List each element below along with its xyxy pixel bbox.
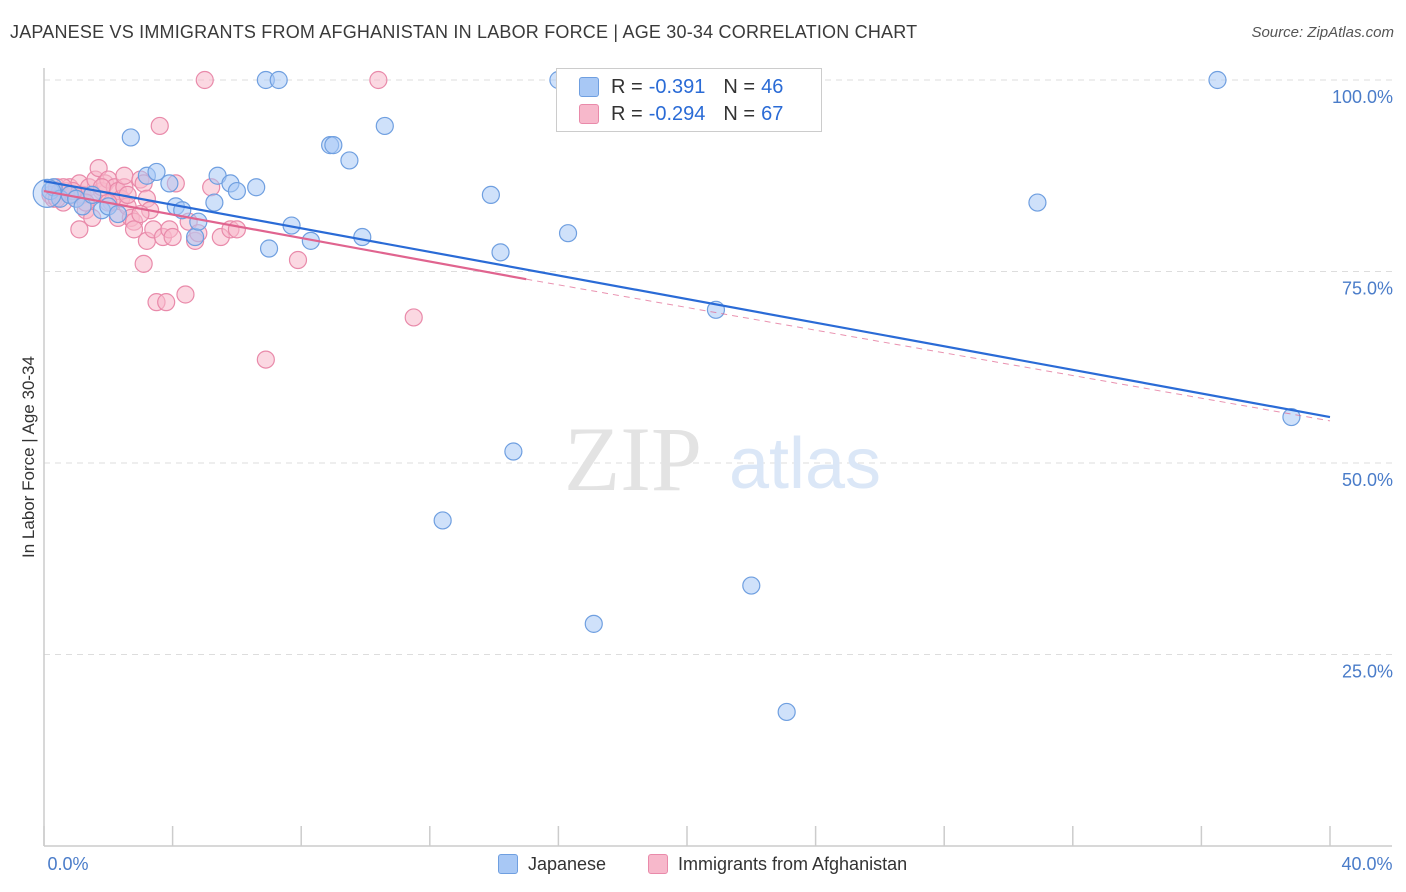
point-afghan — [134, 254, 153, 273]
point-japanese — [375, 116, 394, 136]
legend-item-afghan[interactable]: Immigrants from Afghanistan — [648, 852, 907, 876]
point-japanese — [742, 576, 761, 595]
stats-box: R = -0.391 N = 46 R = -0.294 N = 67 — [556, 68, 822, 132]
point-japanese — [247, 178, 266, 197]
point-japanese — [340, 151, 359, 170]
point-japanese — [186, 227, 205, 247]
stats-n-value: 46 — [761, 75, 784, 98]
point-afghan — [124, 220, 144, 239]
point-japanese — [433, 511, 452, 530]
point-japanese — [353, 227, 372, 247]
point-japanese — [147, 162, 166, 182]
point-japanese — [160, 174, 179, 193]
trend-lines — [43, 180, 1331, 422]
y-tick-label: 75.0% — [1342, 279, 1393, 299]
point-japanese — [227, 181, 246, 201]
point-japanese — [205, 193, 224, 212]
stats-row-afghan: R = -0.294 N = 67 — [579, 101, 783, 127]
legend-swatch-japanese — [498, 854, 518, 874]
point-afghan — [288, 250, 308, 270]
point-afghan — [115, 166, 134, 185]
y-tick-label: 100.0% — [1332, 87, 1393, 107]
stats-n-label: N = — [723, 75, 756, 98]
point-japanese — [504, 442, 523, 461]
stats-n-value: 67 — [761, 102, 784, 125]
point-japanese — [259, 239, 279, 258]
point-japanese — [108, 204, 128, 224]
stats-r-value: -0.391 — [648, 75, 706, 98]
point-japanese — [777, 702, 796, 722]
legend-item-japanese[interactable]: Japanese — [498, 852, 606, 876]
point-afghan — [195, 70, 214, 90]
point-afghan — [256, 350, 275, 369]
point-afghan — [369, 70, 388, 90]
point-japanese — [558, 224, 578, 243]
point-japanese — [324, 136, 343, 155]
gridlines — [44, 79, 1392, 655]
stats-swatch-afghan — [579, 104, 599, 124]
data-points — [32, 70, 1301, 722]
y-axis-label: In Labor Force | Age 30-34 — [19, 356, 38, 558]
y-tick-label: 50.0% — [1342, 470, 1393, 490]
point-afghan — [404, 308, 423, 327]
point-japanese — [1208, 70, 1227, 90]
point-japanese — [584, 614, 603, 633]
point-japanese — [121, 128, 140, 147]
watermark: ZIP atlas — [564, 408, 881, 510]
point-afghan — [227, 220, 246, 239]
point-japanese — [491, 243, 510, 262]
stats-r-label: R = — [611, 102, 643, 125]
chart-source: Source: ZipAtlas.com — [1251, 24, 1394, 41]
legend-label-afghan: Immigrants from Afghanistan — [678, 853, 908, 874]
axes — [43, 68, 1392, 847]
stats-swatch-japanese — [579, 77, 599, 97]
trend-line-afghan-extension — [526, 278, 1331, 422]
chart-title: JAPANESE VS IMMIGRANTS FROM AFGHANISTAN … — [10, 22, 918, 42]
trend-line-afghan — [43, 189, 527, 281]
point-japanese — [269, 70, 288, 90]
y-tick-label: 25.0% — [1342, 662, 1393, 682]
point-japanese — [1028, 193, 1047, 212]
watermark-zip: ZIP — [564, 408, 702, 510]
point-afghan — [70, 220, 89, 239]
point-afghan — [176, 285, 195, 304]
stats-r-label: R = — [611, 75, 643, 98]
tick-labels: 100.0% 75.0% 50.0% 25.0% 0.0% 40.0% — [47, 87, 1393, 874]
legend-swatch-afghan — [648, 854, 668, 874]
point-japanese — [189, 212, 208, 231]
point-afghan — [163, 227, 182, 247]
legend-label-japanese: Japanese — [528, 853, 607, 874]
point-afghan — [150, 116, 169, 136]
x-tick-label: 40.0% — [1341, 854, 1392, 874]
watermark-atlas: atlas — [729, 424, 881, 504]
point-japanese — [1282, 407, 1301, 427]
stats-r-value: -0.294 — [648, 102, 706, 125]
stats-n-label: N = — [723, 102, 756, 125]
x-tick-label: 0.0% — [47, 854, 88, 874]
trend-line-japanese — [43, 180, 1331, 419]
point-japanese — [481, 185, 500, 204]
point-afghan — [157, 293, 176, 312]
stats-row-japanese: R = -0.391 N = 46 — [579, 74, 783, 100]
